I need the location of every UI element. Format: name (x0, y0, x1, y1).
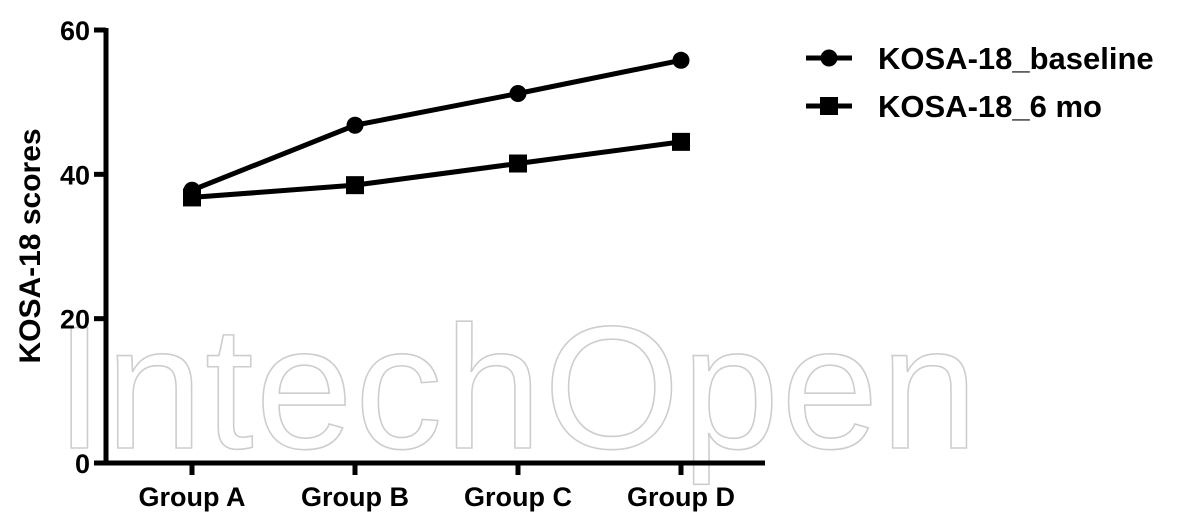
y-tick-label: 40 (60, 160, 90, 190)
watermark: IntechOpen (55, 291, 980, 486)
legend-item: KOSA-18_6 mo (806, 89, 1102, 124)
x-tick-label: Group C (464, 482, 572, 512)
data-point (672, 132, 690, 151)
legend: KOSA-18_baseline KOSA-18_6 mo (806, 41, 1154, 124)
x-tick-label: Group A (139, 482, 246, 512)
data-point (672, 51, 690, 69)
y-tick-label: 60 (60, 16, 90, 46)
y-tick-label: 0 (75, 449, 90, 479)
legend-marker (820, 97, 838, 115)
data-point (183, 188, 201, 207)
x-tick-label: Group D (627, 482, 735, 512)
legend-label: KOSA-18_6 mo (878, 89, 1102, 124)
series-line (191, 139, 682, 200)
legend-marker (820, 49, 838, 67)
data-point (346, 176, 364, 195)
series-line (191, 57, 682, 193)
legend-label: KOSA-18_baseline (878, 41, 1154, 76)
x-ticks: Group A Group B Group C Group D (139, 463, 735, 512)
data-point (346, 116, 364, 134)
legend-item: KOSA-18_baseline (806, 41, 1154, 76)
y-axis-title: KOSA-18 scores (14, 128, 47, 363)
y-tick-label: 20 (60, 305, 90, 335)
series-layer (183, 51, 690, 207)
series-2 (183, 132, 690, 207)
data-point (509, 85, 527, 103)
y-ticks: 0 20 40 60 (60, 16, 106, 479)
axes (103, 28, 765, 466)
x-tick-label: Group B (301, 482, 409, 512)
data-point (509, 154, 527, 173)
